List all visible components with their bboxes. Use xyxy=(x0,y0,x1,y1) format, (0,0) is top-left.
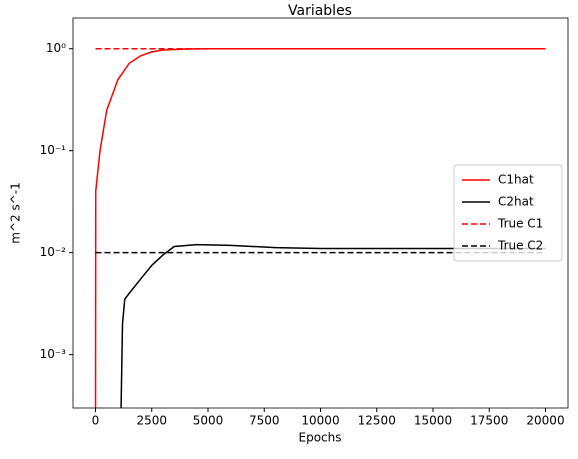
x-tick-label: 20000 xyxy=(526,414,564,428)
legend-label: C2hat xyxy=(498,195,534,209)
x-tick-label: 12500 xyxy=(358,414,396,428)
legend-label: True C2 xyxy=(497,239,543,253)
y-axis-label: m^2 s^-1 xyxy=(9,182,23,243)
legend-label: True C1 xyxy=(497,217,543,231)
legend-box xyxy=(453,164,563,262)
x-axis-label: Epochs xyxy=(299,431,342,445)
y-tick-label: 10⁻¹ xyxy=(40,143,67,157)
y-tick-label: 10⁻³ xyxy=(40,347,67,361)
chart-title: Variables xyxy=(288,3,352,19)
x-tick-label: 15000 xyxy=(414,414,452,428)
x-tick-label: 2500 xyxy=(136,414,167,428)
x-tick-label: 0 xyxy=(92,414,100,428)
legend-label: C1hat xyxy=(498,173,534,187)
y-tick-label: 10⁻² xyxy=(40,245,67,259)
series-line xyxy=(120,243,546,408)
y-tick-label: 10⁰ xyxy=(46,41,66,55)
x-tick-label: 10000 xyxy=(301,414,339,428)
x-tick-label: 7500 xyxy=(249,414,280,428)
x-tick-label: 17500 xyxy=(470,414,508,428)
x-tick-label: 5000 xyxy=(193,414,224,428)
plot-frame xyxy=(72,17,569,409)
